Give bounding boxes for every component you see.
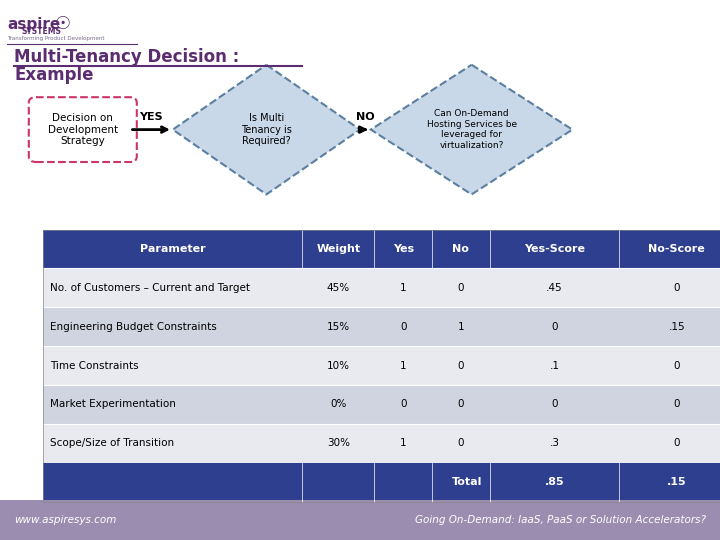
Text: Example: Example <box>14 65 94 84</box>
FancyBboxPatch shape <box>43 424 720 463</box>
Text: Scope/Size of Transition: Scope/Size of Transition <box>50 438 174 448</box>
Text: 10%: 10% <box>327 361 350 370</box>
Text: 30%: 30% <box>327 438 350 448</box>
Text: 0: 0 <box>457 438 464 448</box>
Text: 1: 1 <box>400 283 407 293</box>
Text: Is Multi
Tenancy is
Required?: Is Multi Tenancy is Required? <box>241 113 292 146</box>
Text: 0: 0 <box>457 283 464 293</box>
Text: 0: 0 <box>400 322 407 332</box>
Text: 0: 0 <box>551 400 558 409</box>
Text: ☉: ☉ <box>54 15 70 33</box>
Text: 45%: 45% <box>327 283 350 293</box>
Text: Can On-Demand
Hosting Services be
leveraged for
virtualization?: Can On-Demand Hosting Services be levera… <box>426 110 517 150</box>
Text: 0: 0 <box>457 361 464 370</box>
FancyBboxPatch shape <box>43 346 720 385</box>
Text: Yes-Score: Yes-Score <box>524 244 585 254</box>
Text: 0: 0 <box>673 283 680 293</box>
Text: Total: Total <box>452 477 482 487</box>
Text: No: No <box>452 244 469 254</box>
Text: NO: NO <box>356 111 374 122</box>
Text: 0: 0 <box>673 361 680 370</box>
Text: 1: 1 <box>400 361 407 370</box>
Text: 0: 0 <box>673 438 680 448</box>
Text: Parameter: Parameter <box>140 244 206 254</box>
Polygon shape <box>173 65 360 194</box>
Text: No. of Customers – Current and Target: No. of Customers – Current and Target <box>50 283 251 293</box>
Text: 0%: 0% <box>330 400 346 409</box>
FancyBboxPatch shape <box>43 230 720 268</box>
Text: No-Score: No-Score <box>649 244 705 254</box>
Text: Transforming Product Development: Transforming Product Development <box>7 36 104 42</box>
Text: .45: .45 <box>546 283 563 293</box>
Text: YES: YES <box>140 111 163 122</box>
Text: Multi-Tenancy Decision :: Multi-Tenancy Decision : <box>14 48 240 66</box>
Text: Time Constraints: Time Constraints <box>50 361 139 370</box>
Text: 0: 0 <box>457 400 464 409</box>
Text: Weight: Weight <box>316 244 361 254</box>
Text: www.aspiresys.com: www.aspiresys.com <box>14 515 117 525</box>
Text: .15: .15 <box>668 322 685 332</box>
FancyBboxPatch shape <box>43 463 720 502</box>
FancyBboxPatch shape <box>43 307 720 346</box>
Text: .1: .1 <box>549 361 559 370</box>
FancyBboxPatch shape <box>29 97 137 162</box>
Text: SYSTEMS: SYSTEMS <box>22 27 61 36</box>
Text: 1: 1 <box>400 438 407 448</box>
Text: Market Experimentation: Market Experimentation <box>50 400 176 409</box>
Text: Engineering Budget Constraints: Engineering Budget Constraints <box>50 322 217 332</box>
Text: 0: 0 <box>673 400 680 409</box>
Text: 0: 0 <box>400 400 407 409</box>
Text: .15: .15 <box>667 477 687 487</box>
Text: aspire: aspire <box>7 17 60 32</box>
FancyBboxPatch shape <box>43 385 720 424</box>
Polygon shape <box>371 65 572 194</box>
Text: Yes: Yes <box>392 244 414 254</box>
FancyBboxPatch shape <box>43 268 720 307</box>
Text: Decision on
Development
Strategy: Decision on Development Strategy <box>48 113 118 146</box>
Text: .85: .85 <box>544 477 564 487</box>
Text: 0: 0 <box>551 322 558 332</box>
FancyBboxPatch shape <box>0 500 720 540</box>
Text: 15%: 15% <box>327 322 350 332</box>
Text: Going On-Demand: IaaS, PaaS or Solution Accelerators?: Going On-Demand: IaaS, PaaS or Solution … <box>415 515 706 525</box>
Text: .3: .3 <box>549 438 559 448</box>
Text: 1: 1 <box>457 322 464 332</box>
